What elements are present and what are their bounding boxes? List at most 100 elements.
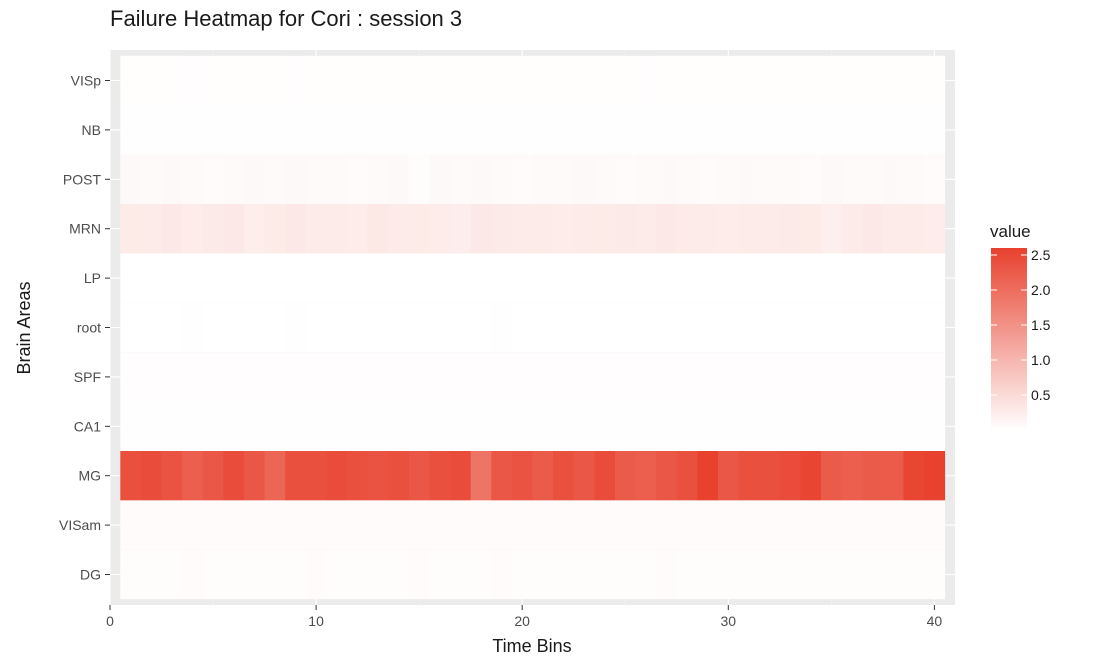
heatmap-tile (120, 302, 142, 353)
heatmap-tile (264, 204, 286, 254)
x-axis-title: Time Bins (492, 636, 571, 656)
heatmap-tile (182, 302, 204, 353)
heatmap-tile (882, 549, 904, 600)
heatmap-tile (243, 352, 265, 402)
heatmap-tile (656, 401, 678, 451)
heatmap-tile (759, 500, 781, 550)
heatmap-tile (347, 352, 369, 402)
heatmap-tile (924, 105, 946, 155)
heatmap-tile (120, 401, 142, 451)
heatmap-tile (491, 500, 513, 550)
heatmap-tile (882, 55, 904, 106)
heatmap-tile (821, 154, 843, 204)
heatmap-tile (243, 451, 265, 501)
heatmap-tile (511, 253, 533, 303)
heatmap-tile (367, 253, 389, 303)
heatmap-tile (388, 253, 410, 303)
heatmap-tile (408, 451, 430, 501)
heatmap-tile (697, 55, 719, 106)
heatmap-tile (347, 154, 369, 204)
heatmap-tile (532, 352, 554, 402)
heatmap-tile (903, 154, 925, 204)
heatmap-tile (594, 401, 616, 451)
heatmap-tile (367, 302, 389, 353)
heatmap-tile (532, 253, 554, 303)
heatmap-tile (676, 451, 698, 501)
heatmap-tile (614, 154, 636, 204)
heatmap-tile (367, 154, 389, 204)
heatmap-tile (759, 302, 781, 353)
heatmap-tile (862, 253, 884, 303)
heatmap-tile (367, 105, 389, 155)
heatmap-tile (697, 500, 719, 550)
heatmap-tile (573, 204, 595, 254)
heatmap-tile (882, 352, 904, 402)
heatmap-tile (161, 451, 183, 501)
heatmap-tile (243, 105, 265, 155)
heatmap-tile (553, 204, 575, 254)
heatmap-tile (491, 253, 513, 303)
heatmap-tile (573, 154, 595, 204)
heatmap-tile (491, 451, 513, 501)
heatmap-tile (491, 352, 513, 402)
heatmap-tile (800, 549, 822, 600)
heatmap-tile (532, 549, 554, 600)
heatmap-tile (511, 302, 533, 353)
heatmap-tile (450, 204, 472, 254)
heatmap-tile (697, 549, 719, 600)
heatmap-tile (429, 401, 451, 451)
heatmap-tile (862, 154, 884, 204)
heatmap-tile (656, 55, 678, 106)
heatmap-tile (614, 55, 636, 106)
legend-tick-label: 2.5 (1031, 247, 1051, 263)
heatmap-tile (470, 253, 492, 303)
heatmap-tile (223, 352, 245, 402)
heatmap-tile (779, 352, 801, 402)
heatmap-tile (738, 352, 760, 402)
heatmap-tile (779, 401, 801, 451)
heatmap-tile (697, 253, 719, 303)
heatmap-tile (841, 105, 863, 155)
heatmap-tile (594, 55, 616, 106)
heatmap-tile (326, 204, 348, 254)
heatmap-tile (408, 253, 430, 303)
heatmap-tile (924, 204, 946, 254)
heatmap-tile (470, 204, 492, 254)
heatmap-tile (491, 401, 513, 451)
heatmap-tile (594, 352, 616, 402)
heatmap-tile (656, 302, 678, 353)
heatmap-tile (264, 549, 286, 600)
heatmap-tile (305, 154, 327, 204)
heatmap-tile (882, 204, 904, 254)
heatmap-tile (594, 302, 616, 353)
heatmap-tile (305, 253, 327, 303)
heatmap-tile (573, 451, 595, 501)
heatmap-tile (285, 451, 307, 501)
heatmap-tile (326, 549, 348, 600)
heatmap-tile (738, 549, 760, 600)
heatmap-tile (800, 500, 822, 550)
heatmap-tile (676, 253, 698, 303)
heatmap-tile (285, 549, 307, 600)
heatmap-tile (326, 352, 348, 402)
heatmap-tile (738, 302, 760, 353)
y-tick-label: LP (84, 270, 101, 286)
heatmap-tile (738, 253, 760, 303)
heatmap-tile (182, 253, 204, 303)
heatmap-tile (717, 204, 739, 254)
heatmap-tile (285, 302, 307, 353)
heatmap-tile (388, 302, 410, 353)
heatmap-tile (614, 302, 636, 353)
heatmap-tile (264, 302, 286, 353)
heatmap-tile (759, 549, 781, 600)
heatmap-tile (182, 451, 204, 501)
y-tick-label: MRN (69, 221, 101, 237)
heatmap-tile (841, 302, 863, 353)
heatmap-tile (450, 55, 472, 106)
heatmap-tile (676, 500, 698, 550)
heatmap-tile (326, 253, 348, 303)
heatmap-tile (553, 253, 575, 303)
heatmap-tile (532, 401, 554, 451)
heatmap-tile (697, 105, 719, 155)
heatmap-tile (862, 352, 884, 402)
